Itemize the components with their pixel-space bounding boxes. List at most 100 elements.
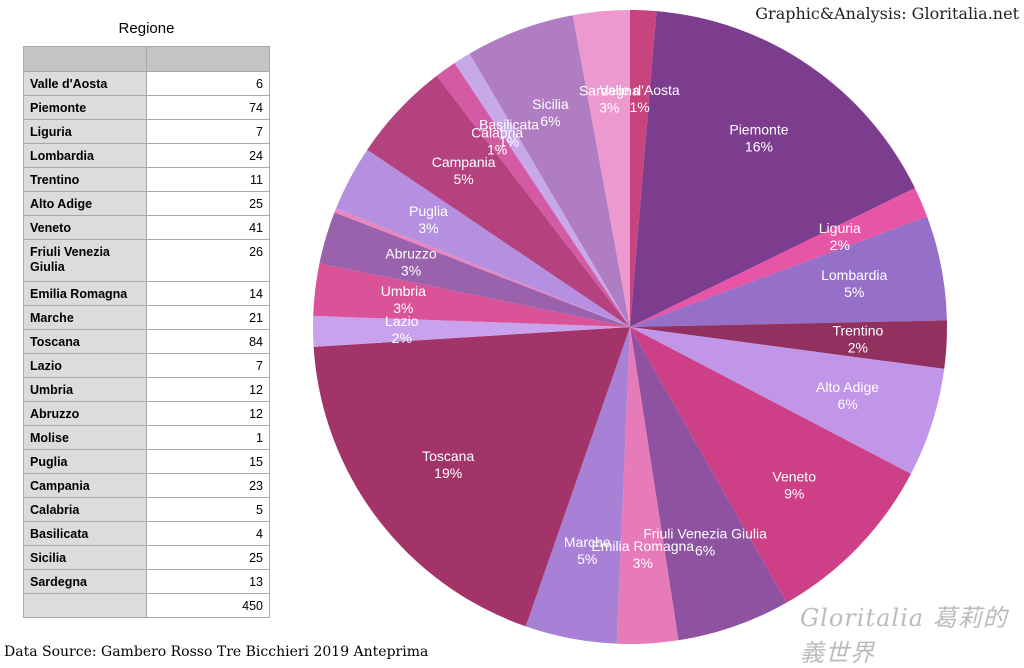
pie-slice-valle-d-aosta: [630, 10, 657, 327]
region-name-cell: Lombardia: [23, 143, 147, 168]
region-name-cell: Abruzzo: [23, 401, 147, 426]
region-value-cell: 74: [146, 95, 270, 120]
slice-percent: 3%: [633, 555, 653, 571]
table-row: Lombardia 24: [23, 143, 270, 168]
table-row: Lazio 7: [23, 353, 270, 378]
pie-slice-friuli-venezia-giulia: [630, 327, 787, 641]
slice-percent: 6%: [695, 543, 715, 559]
region-value-cell: 12: [146, 377, 270, 402]
region-value-cell: 6: [146, 71, 270, 96]
slice-label: Umbria: [381, 283, 426, 299]
slice-percent: 5%: [844, 284, 864, 300]
slice-percent: 3%: [418, 220, 438, 236]
pie-slice-campania: [367, 75, 630, 328]
pie-slice-sardegna: [572, 10, 630, 327]
region-name-cell: Sardegna: [23, 569, 147, 594]
table-row: Toscana 84: [23, 329, 270, 354]
region-name-cell: Piemonte: [23, 95, 147, 120]
region-value-cell: 24: [146, 143, 270, 168]
slice-percent: 2%: [392, 330, 412, 346]
table-row: Sicilia 25: [23, 545, 270, 570]
slice-label: Valle d'Aosta: [599, 82, 679, 98]
slice-percent: 2%: [848, 340, 868, 356]
pie-slice-umbria: [313, 263, 630, 327]
region-value-cell: 1: [146, 425, 270, 450]
table-row: Alto Adige 25: [23, 191, 270, 216]
region-name-cell: Puglia: [23, 449, 147, 474]
pie-slice-marche: [525, 327, 630, 644]
table-row: Sardegna 13: [23, 569, 270, 594]
pie-slice-alto-adige: [630, 327, 945, 474]
region-value-cell: 25: [146, 545, 270, 570]
region-value-cell: 23: [146, 473, 270, 498]
slice-percent: 19%: [434, 465, 462, 481]
pie-slice-piemonte: [630, 11, 915, 328]
pie-slice-sicilia: [469, 15, 630, 327]
table-row: Trentino 11: [23, 167, 270, 192]
region-name-cell: Valle d'Aosta: [23, 71, 147, 96]
region-value-cell: 26: [146, 239, 270, 282]
region-value-cell: 5: [146, 497, 270, 522]
slice-label: Abruzzo: [385, 246, 437, 262]
region-value-cell: 25: [146, 191, 270, 216]
slice-label: Piemonte: [729, 122, 788, 138]
slice-percent: 5%: [454, 171, 474, 187]
slice-percent: 9%: [784, 486, 804, 502]
slice-label: Lazio: [385, 313, 419, 329]
table-row: Basilicata 4: [23, 521, 270, 546]
pie-slice-liguria: [630, 188, 928, 327]
pie-slice-puglia: [336, 149, 630, 327]
table-row: Veneto 41: [23, 215, 270, 240]
slice-percent: 16%: [745, 139, 773, 155]
slice-percent: 3%: [393, 300, 413, 316]
signature-watermark: Gloritalia 葛莉的義世界: [800, 604, 1008, 667]
pie-slice-basilicata: [454, 53, 630, 328]
pie-slice-molise: [334, 208, 630, 327]
table-title: Regione: [118, 20, 175, 37]
slice-percent: 3%: [599, 100, 619, 116]
slice-label: Basilicata: [479, 116, 539, 132]
pie-slice-veneto: [630, 327, 911, 603]
credit-text: Graphic&Analysis: Gloritalia.net: [755, 4, 1019, 23]
region-name-cell: Umbria: [23, 377, 147, 402]
region-value-cell: 7: [146, 119, 270, 144]
pie-slice-emilia-romagna: [616, 327, 679, 644]
pie-slice-toscana: [313, 327, 630, 627]
slice-percent: 1%: [487, 141, 507, 157]
region-name-cell: [23, 593, 147, 618]
region-table: Valle d'Aosta 6 Piemonte 74 Liguria 7 Lombardi…: [23, 46, 270, 618]
pie-slice-trentino: [630, 320, 947, 369]
slice-percent: 1%: [629, 99, 649, 115]
slice-percent: 1%: [499, 133, 519, 149]
region-value-cell: 450: [146, 593, 270, 618]
slice-label: Sicilia: [532, 96, 569, 112]
table-row: Liguria 7: [23, 119, 270, 144]
slice-label: Emilia Romagna: [591, 538, 694, 554]
region-name-cell: Basilicata: [23, 521, 147, 546]
region-value-cell: 84: [146, 329, 270, 354]
source-text: Data Source: Gambero Rosso Tre Bicchieri…: [4, 644, 429, 660]
region-name-cell: Liguria: [23, 119, 147, 144]
region-value-cell: 7: [146, 353, 270, 378]
table-row: Umbria 12: [23, 377, 270, 402]
slice-percent: 5%: [577, 551, 597, 567]
table-row: Marche 21: [23, 305, 270, 330]
slice-label: Veneto: [772, 469, 816, 485]
table-row: Piemonte 74: [23, 95, 270, 120]
pie-slice-lazio: [313, 315, 630, 347]
slice-percent: 3%: [401, 263, 421, 279]
table-row: Calabria 5: [23, 497, 270, 522]
slice-label: Liguria: [819, 220, 861, 236]
pie-slice-abruzzo: [319, 212, 630, 327]
slice-percent: 6%: [540, 113, 560, 129]
region-value-cell: 13: [146, 569, 270, 594]
slice-percent: 2%: [830, 237, 850, 253]
region-value-cell: 4: [146, 521, 270, 546]
slice-label: Lombardia: [821, 267, 887, 283]
slice-label: Friuli Venezia Giulia: [643, 526, 767, 542]
slice-percent: 6%: [837, 396, 857, 412]
slice-label: Marche: [564, 534, 611, 550]
region-name-cell: Sicilia: [23, 545, 147, 570]
pie-slice-lombardia: [630, 216, 947, 327]
